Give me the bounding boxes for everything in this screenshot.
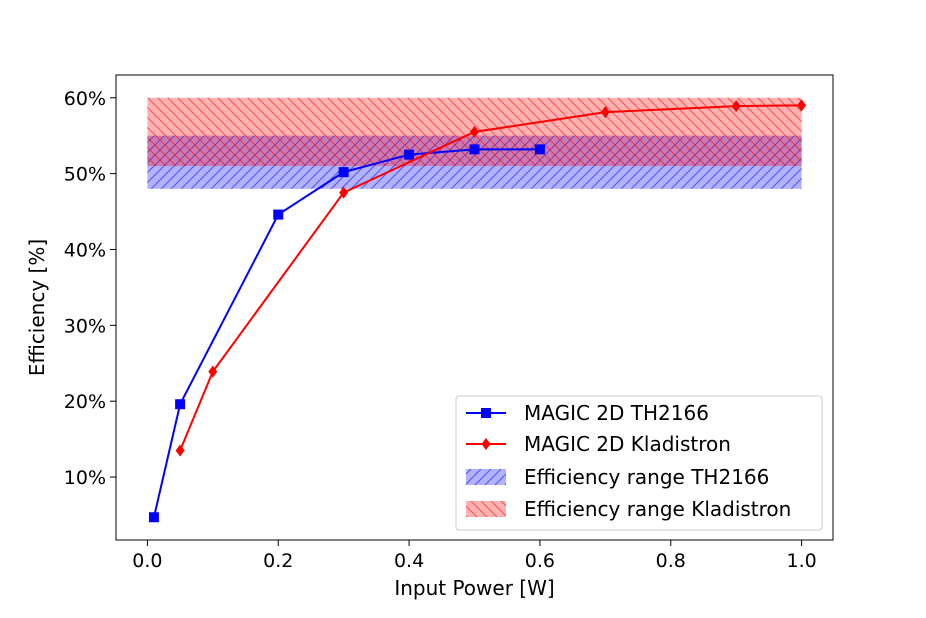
legend-item: MAGIC 2D TH2166 — [466, 401, 709, 425]
data-point — [175, 444, 185, 457]
x-axis-label: Input Power [W] — [394, 576, 554, 600]
x-tick-label: 0.8 — [656, 550, 686, 572]
data-point — [208, 365, 218, 378]
y-tick-label: 10% — [64, 467, 106, 489]
data-point — [175, 399, 186, 410]
legend-item: MAGIC 2D Kladistron — [466, 432, 731, 456]
series-1 — [175, 99, 807, 457]
legend-marker — [481, 408, 491, 418]
data-point — [797, 99, 807, 112]
legend-item: Efficiency range TH2166 — [466, 465, 769, 489]
y-tick-label: 50% — [64, 164, 106, 186]
x-tick-label: 0.2 — [263, 550, 293, 572]
legend: MAGIC 2D TH2166 MAGIC 2D Kladistron Effici… — [455, 395, 823, 531]
y-axis-label: Efficiency [%] — [25, 239, 49, 376]
legend-marker — [481, 438, 491, 450]
bands-layer — [147, 97, 802, 189]
legend-label: MAGIC 2D Kladistron — [524, 432, 731, 456]
y-tick-label: 60% — [64, 88, 106, 110]
legend-box — [455, 395, 823, 531]
legend-item: Efficiency range Kladistron — [466, 497, 791, 521]
x-tick-label: 1.0 — [786, 550, 816, 572]
data-point — [273, 209, 284, 220]
series-0 — [148, 144, 545, 523]
data-point — [338, 167, 349, 178]
y-tick-label: 30% — [64, 315, 106, 337]
legend-label: Efficiency range Kladistron — [524, 497, 791, 521]
data-point — [470, 125, 479, 138]
data-point — [148, 512, 159, 523]
plot-frame — [115, 74, 834, 541]
x-tick-label: 0.6 — [525, 550, 555, 572]
data-point — [731, 100, 741, 113]
data-point — [534, 144, 545, 155]
legend-label: MAGIC 2D TH2166 — [524, 401, 709, 425]
legend-swatch-hatch — [466, 469, 506, 485]
x-tick-label: 0.0 — [132, 550, 162, 572]
y-axis: 10% 20% 30% 40% 50% 60% — [64, 88, 116, 489]
series-layer — [148, 99, 807, 523]
x-tick-label: 0.4 — [394, 550, 424, 572]
legend-swatch-hatch — [466, 501, 506, 517]
y-tick-label: 40% — [64, 239, 106, 261]
y-tick-label: 20% — [64, 391, 106, 413]
data-point — [404, 149, 415, 160]
x-axis: 0.0 0.2 0.4 0.6 0.8 1.0 — [132, 540, 817, 572]
legend-label: Efficiency range TH2166 — [524, 465, 769, 489]
data-point — [469, 144, 480, 155]
data-point — [339, 186, 349, 199]
data-point — [600, 106, 610, 119]
